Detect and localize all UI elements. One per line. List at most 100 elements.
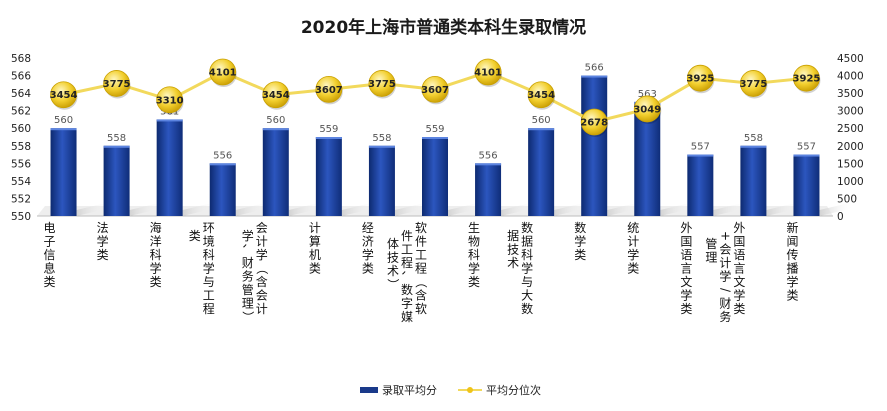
point-data-label: 4101 xyxy=(209,68,237,79)
category-label-char: 学 xyxy=(521,261,533,276)
point-data-label: 3454 xyxy=(527,90,555,101)
left-axis: 550 552 554 556 558 560 562 564 566 568 xyxy=(11,53,31,223)
point-data-label: 3049 xyxy=(633,104,661,115)
bar-top-highlight xyxy=(740,145,767,148)
category-label-char: 境 xyxy=(203,234,215,249)
category-label-char: 大 xyxy=(521,289,533,303)
point-data-label: 3454 xyxy=(50,90,78,101)
bar-shadow xyxy=(341,202,376,216)
left-axis-tick-label: 560 xyxy=(11,123,31,135)
category-label-char: 财 xyxy=(242,256,254,270)
category-label-char: 会 xyxy=(256,289,268,303)
left-axis-tick-label: 564 xyxy=(11,88,31,100)
bar-top-highlight xyxy=(687,154,714,157)
category-label-char: 计 xyxy=(627,235,639,249)
bar-top-highlight xyxy=(422,137,448,139)
bar-data-label: 557 xyxy=(797,142,816,153)
point-data-label: 3310 xyxy=(156,95,184,106)
category-label-char: 经 xyxy=(362,221,374,235)
point-marker xyxy=(156,86,184,114)
category-label-char: 字 xyxy=(401,296,413,311)
bar-data-label: 557 xyxy=(691,142,710,153)
category-label-char: 管 xyxy=(705,236,717,251)
bar-data-label: 560 xyxy=(54,115,73,126)
category-label-char: 言 xyxy=(680,262,692,276)
category-label: 数学类 xyxy=(574,220,586,262)
point-marker xyxy=(262,81,290,109)
bar-top-highlight xyxy=(368,145,395,148)
category-label-char: 学 xyxy=(203,261,215,276)
bar-top-highlight xyxy=(315,137,342,139)
category-label-char: 法 xyxy=(97,221,109,235)
category-label-char: 类 xyxy=(733,302,745,316)
category-label-char: 、 xyxy=(400,270,414,282)
point-data-label: 3775 xyxy=(103,79,131,90)
category-label-char: 学 xyxy=(719,269,731,284)
right-axis-tick-label: 3500 xyxy=(837,88,864,100)
bar-shadow xyxy=(766,202,801,216)
bar-data-label: 558 xyxy=(107,133,126,144)
right-axis-tick-label: 2500 xyxy=(837,123,864,135)
bar-data-label: 566 xyxy=(585,63,604,74)
category-label-char: 子 xyxy=(44,235,56,249)
category-label-char: （ xyxy=(414,276,428,288)
bar xyxy=(103,145,130,216)
category-label-char: 据 xyxy=(521,235,533,249)
point-data-label: 3775 xyxy=(368,79,396,90)
category-label-char: 计 xyxy=(256,235,268,249)
bar xyxy=(262,128,289,216)
category-label: 法学类 xyxy=(97,221,109,262)
category-label-char: 理 xyxy=(242,297,254,311)
bar-top-highlight xyxy=(793,154,820,157)
category-label-char: 类 xyxy=(150,275,162,289)
category-label-char: 文 xyxy=(733,274,745,289)
right-axis-tick-label: 4500 xyxy=(837,53,864,65)
left-axis-tick-label: 562 xyxy=(11,106,31,118)
bar-top-highlight xyxy=(262,128,289,131)
category-label-char: 济 xyxy=(362,234,374,249)
right-axis-tick-label: 1000 xyxy=(837,176,864,188)
category-label-char: 类 xyxy=(189,229,201,243)
category-label-char: 生 xyxy=(468,221,480,235)
category-label-char: 播 xyxy=(786,262,798,276)
category-label-char: 类 xyxy=(786,289,798,303)
category-label-char: 语 xyxy=(680,248,692,262)
category-label-char: 计 xyxy=(256,302,268,316)
bar xyxy=(156,119,183,216)
bar-top-highlight xyxy=(50,128,77,131)
category-label-char: 工 xyxy=(401,243,413,257)
point-data-label: 3775 xyxy=(739,79,767,90)
category-label-char: 术 xyxy=(507,256,519,270)
point-data-label: 3607 xyxy=(421,85,449,96)
right-axis-tick-label: 4000 xyxy=(837,71,864,83)
category-label-char: 学 xyxy=(733,288,745,303)
chart-title: 2020年上海市普通类本科生录取情况 xyxy=(301,17,586,38)
category-label-char: 程 xyxy=(415,261,427,276)
point-marker xyxy=(209,58,237,86)
category-label-char: 财 xyxy=(719,297,731,311)
category-label-char: 学 xyxy=(242,228,254,243)
category-label-char: 技 xyxy=(507,243,519,257)
bar-shadow xyxy=(660,202,695,216)
category-label-char: ） xyxy=(386,278,400,290)
category-label-char: 务 xyxy=(719,309,731,324)
category-label-char: 类 xyxy=(362,262,374,276)
category-label-char: 管 xyxy=(242,282,254,297)
point-data-label: 3925 xyxy=(793,74,821,85)
category-label-char: 技 xyxy=(387,251,399,265)
left-axis-tick-label: 550 xyxy=(11,211,31,223)
category-label-char: 科 xyxy=(203,248,215,262)
bar xyxy=(209,163,236,216)
point-data-label: 2678 xyxy=(580,117,608,128)
category-label-char: 程 xyxy=(203,301,215,316)
category-label-char: 类 xyxy=(468,275,480,289)
bar-top-highlight xyxy=(475,163,502,166)
category-label-char: 类 xyxy=(574,248,586,262)
category-label-char: 机 xyxy=(309,248,321,262)
